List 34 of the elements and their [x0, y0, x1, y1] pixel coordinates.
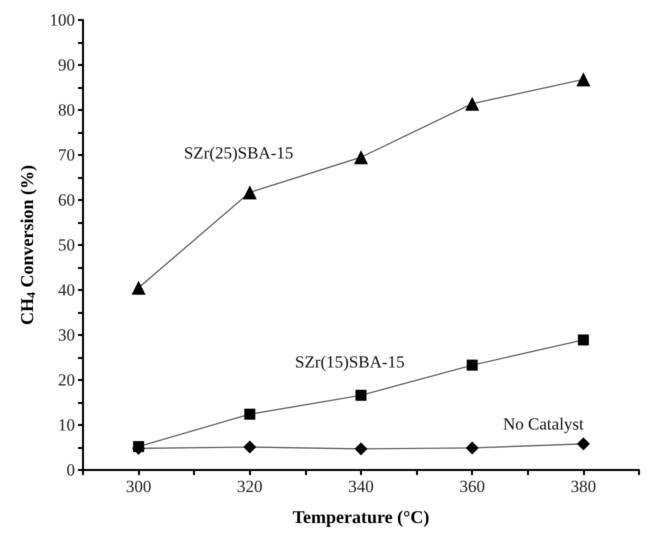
point: [576, 72, 590, 86]
y-tick-label: 0: [66, 460, 75, 480]
x-tick-label: 360: [459, 477, 485, 496]
y-tick-label: 50: [58, 236, 75, 254]
y-tick-label: 30: [58, 326, 75, 344]
y-tick-label: 20: [58, 370, 75, 390]
series-label: SZr(25)SBA-15: [184, 143, 294, 162]
point: [356, 390, 366, 401]
point: [242, 185, 257, 200]
y-tick-label: 70: [58, 146, 75, 164]
y-tick-label: 60: [58, 190, 75, 210]
y-tick-label: 40: [58, 280, 75, 300]
series-label: No Catalyst: [503, 414, 584, 434]
point: [466, 441, 479, 454]
y-tick-label: 100: [50, 10, 75, 30]
x-tick-label: 340: [348, 477, 374, 496]
y-tick-label: 10: [58, 416, 75, 434]
y-tick-label: 80: [58, 100, 75, 120]
y-axis-title: CH4 Conversion (%): [17, 165, 38, 325]
point: [578, 334, 589, 346]
point: [132, 280, 146, 295]
x-tick-label: 300: [126, 477, 152, 496]
point: [243, 440, 256, 454]
series-label: SZr(15)SBA-15: [295, 352, 405, 372]
x-axis-title: Temperature (°C): [292, 507, 430, 527]
x-tick-label: 320: [237, 477, 263, 496]
point: [244, 408, 256, 420]
point: [465, 96, 480, 111]
point: [354, 150, 368, 164]
y-tick-label: 90: [58, 56, 75, 74]
point: [576, 437, 590, 450]
x-tick-label: 380: [570, 477, 596, 496]
point: [466, 360, 478, 371]
point: [354, 442, 368, 456]
